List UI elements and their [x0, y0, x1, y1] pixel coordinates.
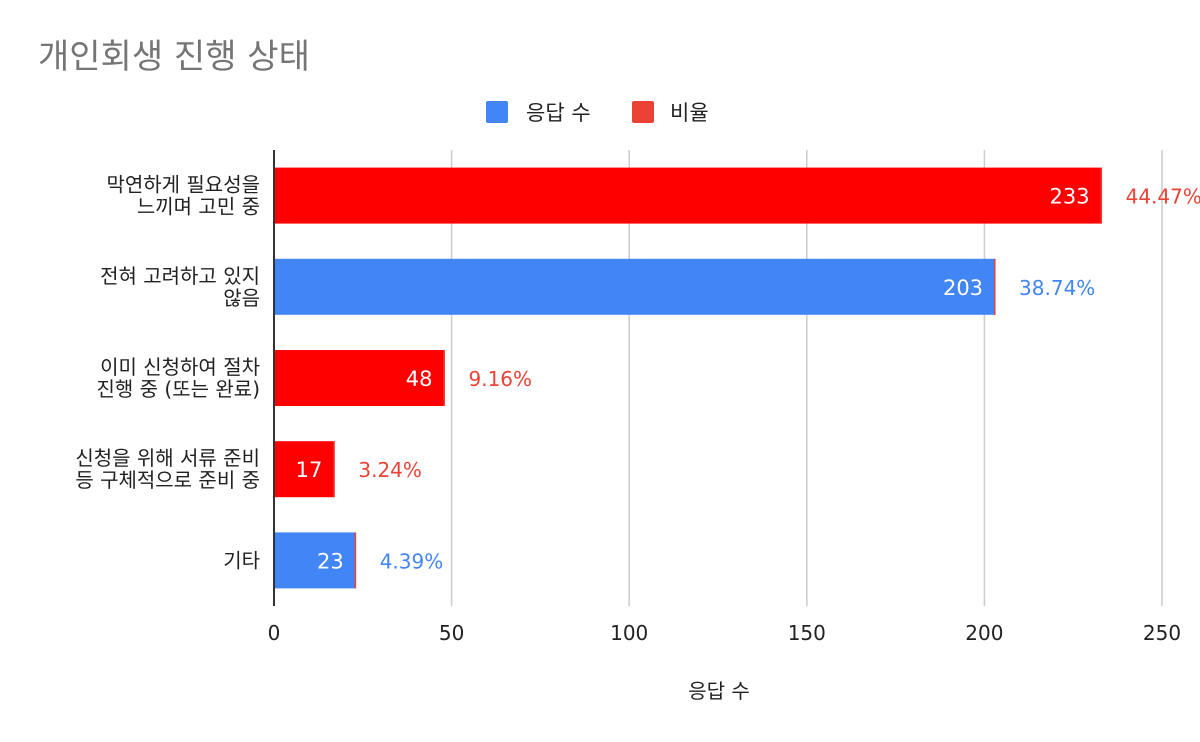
category-label: 등 구체적으로 준비 중 [75, 468, 260, 492]
category-label: 않음 [223, 286, 260, 310]
x-axis-title: 응답 수 [688, 679, 750, 703]
legend-swatch-count [486, 101, 508, 123]
bar-value-label: 48 [406, 367, 433, 391]
category-label: 이미 신청하여 절차 [100, 355, 260, 379]
bars: 233 44.47% 203 38.74% 48 9.16% 17 3.24% 23 4.39% [274, 167, 1200, 589]
bar-value-label: 233 [1050, 185, 1090, 209]
ratio-label: 38.74% [1019, 276, 1095, 300]
ratio-label: 4.39% [380, 549, 444, 573]
category-label: 신청을 위해 서류 준비 [75, 446, 260, 470]
ratio-bar [354, 532, 357, 589]
category-label: 전혀 고려하고 있지 [100, 264, 260, 288]
category-label: 느끼며 고민 중 [137, 195, 260, 219]
bar [274, 167, 1102, 224]
ratio-label: 3.24% [358, 458, 422, 482]
ratio-label: 44.47% [1126, 185, 1200, 209]
ratio-bar [1100, 167, 1103, 224]
category-label: 기타 [223, 548, 260, 572]
x-tick-label: 50 [439, 621, 464, 645]
bar-value-label: 23 [317, 549, 344, 573]
ratio-bar [994, 258, 996, 315]
x-tick-label: 100 [610, 621, 648, 645]
bar [274, 258, 996, 315]
x-tick-label: 150 [788, 621, 826, 645]
x-tick-label: 0 [268, 621, 281, 645]
x-axis-ticks: 0 50 100 150 200 250 [268, 621, 1181, 645]
gridlines [450, 150, 1163, 606]
ratio-label: 9.16% [468, 367, 532, 391]
bar-value-label: 17 [296, 458, 323, 482]
legend: 응답 수 비율 [486, 101, 709, 125]
legend-label-ratio: 비율 [670, 101, 709, 125]
x-tick-label: 200 [965, 621, 1003, 645]
bar [274, 350, 445, 406]
ratio-bar [333, 441, 335, 498]
x-tick-label: 250 [1143, 621, 1181, 645]
legend-label-count: 응답 수 [526, 101, 591, 125]
legend-swatch-ratio [632, 101, 654, 123]
bar [274, 441, 335, 498]
ratio-bar [443, 350, 445, 406]
category-label: 막연하게 필요성을 [106, 173, 260, 197]
bar-value-label: 203 [943, 276, 983, 300]
chart-title: 개인회생 진행 상태 [38, 37, 310, 77]
bar [274, 532, 356, 589]
category-label: 진행 중 (또는 완료) [97, 377, 260, 401]
